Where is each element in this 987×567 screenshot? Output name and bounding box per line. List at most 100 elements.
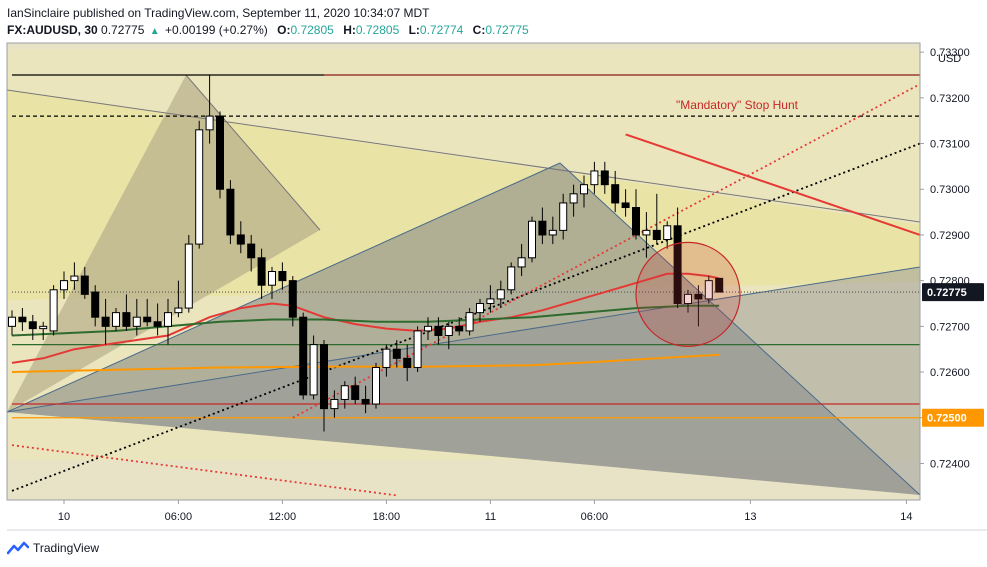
candle-body xyxy=(18,316,27,323)
candle-body xyxy=(70,275,79,282)
open-value: 0.72805 xyxy=(290,23,334,37)
low-value: 0.72774 xyxy=(419,23,464,37)
time-tick-label: 13 xyxy=(744,511,756,523)
candle-body xyxy=(684,293,692,304)
trendline xyxy=(625,133,921,236)
trendline xyxy=(292,83,921,419)
annotation-label: "Mandatory" Stop Hunt xyxy=(676,98,799,112)
ma-series-line xyxy=(11,353,720,373)
candle-body xyxy=(49,289,58,332)
triangle-up-icon: ▲ xyxy=(149,26,160,37)
time-tick-label: 12:00 xyxy=(269,511,297,523)
candle-body xyxy=(236,234,245,245)
time-tick-label: 10 xyxy=(58,511,70,523)
price-change: +0.00199 (+0.27%) xyxy=(165,23,268,37)
candle-body xyxy=(101,316,110,327)
candle-body xyxy=(184,243,193,309)
candle-body xyxy=(60,280,68,291)
candle-body xyxy=(205,115,214,131)
candle-body xyxy=(372,366,380,405)
candles-group xyxy=(8,74,724,432)
candle-body xyxy=(424,325,432,332)
pattern-edge xyxy=(6,89,921,223)
symbol-ohlc-bar: FX:AUDUSD, 30 0.72775 ▲ +0.00199 (+0.27%… xyxy=(7,23,529,37)
candle-body xyxy=(663,225,672,241)
candle-body xyxy=(528,220,536,259)
close-label: C: xyxy=(472,23,486,37)
price-tick-label: 0.73000 xyxy=(930,184,970,196)
time-tick-label: 18:00 xyxy=(373,511,401,523)
price-badge-label: 0.72500 xyxy=(927,413,967,425)
candle-body xyxy=(28,321,37,330)
last-price: 0.72775 xyxy=(101,23,145,37)
footer-brand[interactable]: TradingView xyxy=(33,541,100,555)
footer: TradingView xyxy=(7,540,99,556)
symbol-label: FX:AUDUSD, 30 xyxy=(7,23,98,37)
price-tick-label: 0.72600 xyxy=(930,367,970,379)
candle-body xyxy=(91,291,100,318)
time-tick-label: 06:00 xyxy=(165,511,193,523)
candle-body xyxy=(590,170,599,186)
candle-body xyxy=(476,302,484,314)
tradingview-logo-icon[interactable] xyxy=(7,540,29,556)
candle-body xyxy=(652,229,661,241)
candle-body xyxy=(257,257,266,286)
price-tick-label: 0.73200 xyxy=(930,93,970,105)
candle-body xyxy=(299,316,308,396)
candle-body xyxy=(465,312,474,332)
candle-body xyxy=(559,202,568,231)
candle-body xyxy=(569,193,578,204)
candle-body xyxy=(39,325,48,330)
candle-body xyxy=(330,398,339,410)
candle-body xyxy=(548,229,557,236)
candle-body xyxy=(320,344,328,410)
candle-body xyxy=(392,348,401,359)
candle-body xyxy=(600,170,609,186)
candle-body xyxy=(122,312,131,327)
candle-body xyxy=(486,298,495,304)
candle-body xyxy=(507,266,516,291)
candle-body xyxy=(216,115,224,190)
low-label: L: xyxy=(408,23,420,37)
candle-body xyxy=(309,344,318,396)
candle-body xyxy=(164,312,172,327)
candle-body xyxy=(361,398,370,405)
time-tick-label: 14 xyxy=(900,511,912,523)
candle-body xyxy=(174,307,183,314)
candle-body xyxy=(268,271,276,286)
pattern-triangle-main xyxy=(7,163,920,495)
time-tick-label: 11 xyxy=(485,511,496,523)
price-badge xyxy=(922,408,984,427)
price-badge xyxy=(922,283,984,302)
candle-body xyxy=(288,280,297,318)
candle-body xyxy=(455,325,464,332)
ma-series-line xyxy=(11,304,720,337)
candle-body xyxy=(413,330,422,368)
publish-info: IanSinclaire published on TradingView.co… xyxy=(7,6,430,20)
candle-body xyxy=(444,325,453,336)
price-tick-label: 0.72400 xyxy=(930,458,970,470)
candle-body xyxy=(632,207,640,236)
candle-body xyxy=(434,325,443,336)
candle-body xyxy=(715,277,724,293)
pattern-triangle-left xyxy=(7,75,320,412)
candle-body xyxy=(611,184,620,204)
candle-body xyxy=(143,316,152,323)
candle-body xyxy=(351,385,360,400)
open-label: O: xyxy=(277,23,291,37)
candle-body xyxy=(132,316,141,327)
currency-label: USD xyxy=(938,53,961,65)
price-tick-label: 0.73100 xyxy=(930,139,970,151)
candle-body xyxy=(673,225,682,304)
pattern-triangle-lower xyxy=(7,267,920,495)
pattern-edge xyxy=(6,266,921,413)
price-chart[interactable]: "Mandatory" Stop Hunt 0.73300 0.73200 0.731… xyxy=(0,0,987,535)
price-tick-label: 0.73300 xyxy=(930,47,970,59)
candle-body xyxy=(153,321,162,327)
pattern-edge xyxy=(559,162,921,496)
close-value: 0.72775 xyxy=(485,23,529,37)
candle-body xyxy=(382,348,391,368)
candle-body xyxy=(496,289,505,300)
candle-body xyxy=(278,271,287,282)
candle-body xyxy=(694,293,703,300)
